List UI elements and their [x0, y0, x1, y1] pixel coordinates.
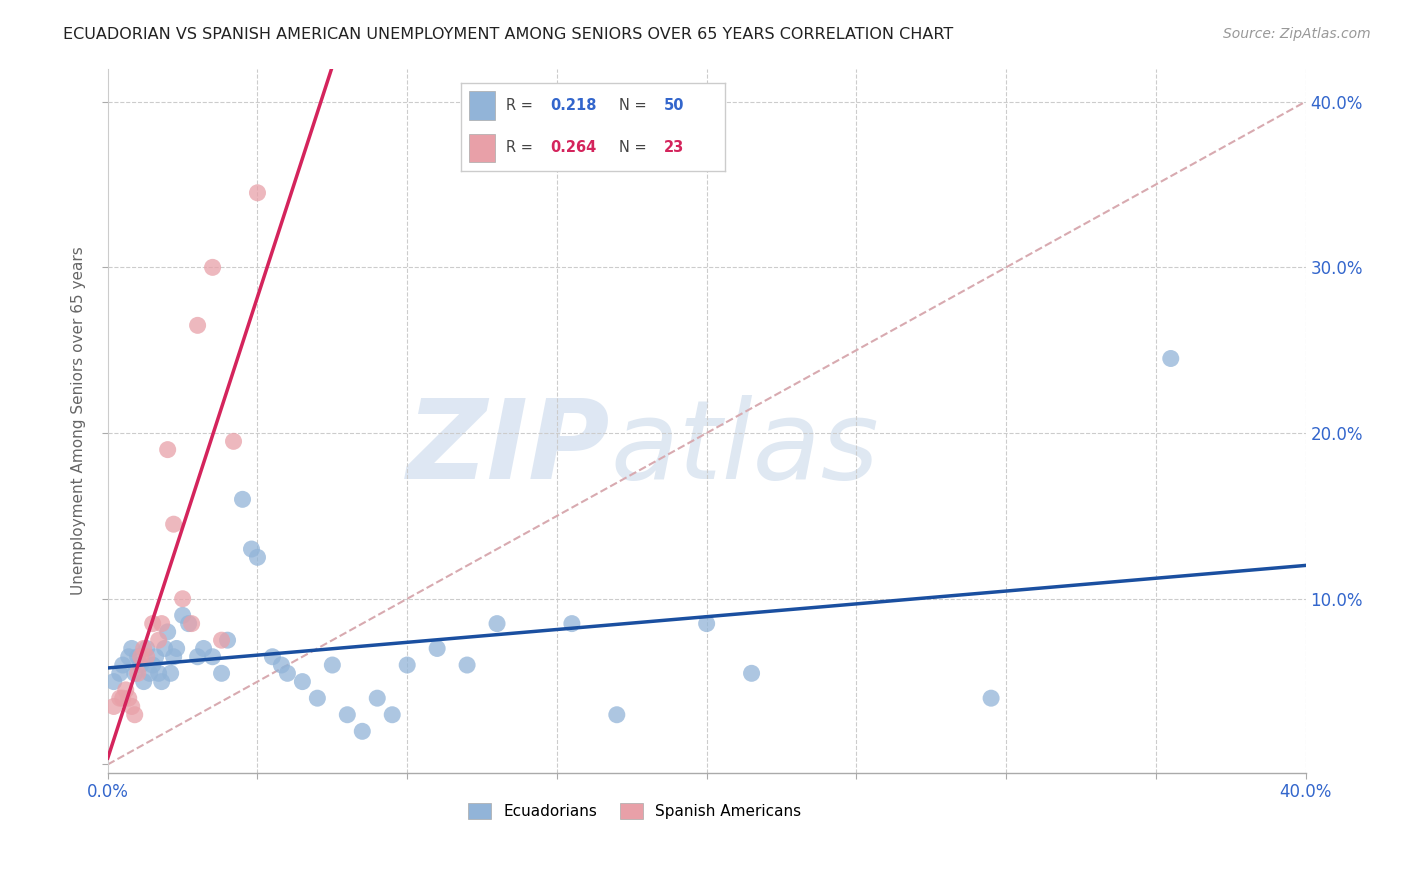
Point	[159, 666, 181, 681]
Point	[187, 318, 209, 333]
Point	[142, 658, 165, 673]
Point	[150, 616, 173, 631]
Point	[201, 649, 224, 664]
Point	[166, 641, 188, 656]
Point	[118, 649, 141, 664]
Point	[132, 641, 155, 656]
Point	[352, 724, 374, 739]
Point	[561, 616, 583, 631]
Point	[201, 260, 224, 275]
Point	[217, 633, 239, 648]
Text: ZIP: ZIP	[408, 395, 610, 502]
Point	[163, 517, 186, 532]
Text: atlas: atlas	[610, 395, 879, 502]
Point	[111, 691, 134, 706]
Point	[321, 658, 343, 673]
Point	[121, 641, 143, 656]
Text: ECUADORIAN VS SPANISH AMERICAN UNEMPLOYMENT AMONG SENIORS OVER 65 YEARS CORRELAT: ECUADORIAN VS SPANISH AMERICAN UNEMPLOYM…	[63, 27, 953, 42]
Point	[124, 707, 146, 722]
Point	[177, 616, 200, 631]
Point	[163, 649, 186, 664]
Point	[336, 707, 359, 722]
Point	[156, 442, 179, 457]
Point	[606, 707, 628, 722]
Point	[142, 616, 165, 631]
Point	[103, 674, 125, 689]
Text: Source: ZipAtlas.com: Source: ZipAtlas.com	[1223, 27, 1371, 41]
Point	[108, 666, 131, 681]
Y-axis label: Unemployment Among Seniors over 65 years: Unemployment Among Seniors over 65 years	[72, 246, 86, 595]
Point	[135, 649, 157, 664]
Point	[456, 658, 478, 673]
Point	[150, 674, 173, 689]
Point	[121, 699, 143, 714]
Point	[307, 691, 329, 706]
Point	[127, 666, 149, 681]
Point	[270, 658, 292, 673]
Point	[696, 616, 718, 631]
Point	[180, 616, 202, 631]
Point	[156, 624, 179, 639]
Point	[148, 633, 170, 648]
Point	[246, 550, 269, 565]
Point	[240, 542, 263, 557]
Point	[187, 649, 209, 664]
Point	[741, 666, 763, 681]
Point	[172, 608, 194, 623]
Point	[124, 666, 146, 681]
Point	[129, 649, 152, 664]
Point	[426, 641, 449, 656]
Point	[262, 649, 284, 664]
Point	[135, 641, 157, 656]
Point	[172, 591, 194, 606]
Point	[111, 658, 134, 673]
Point	[103, 699, 125, 714]
Point	[211, 633, 233, 648]
Point	[132, 674, 155, 689]
Point	[396, 658, 419, 673]
Point	[148, 666, 170, 681]
Point	[193, 641, 215, 656]
Point	[153, 641, 176, 656]
Legend: Ecuadorians, Spanish Americans: Ecuadorians, Spanish Americans	[463, 797, 807, 825]
Point	[222, 434, 245, 449]
Point	[129, 658, 152, 673]
Point	[127, 649, 149, 664]
Point	[276, 666, 298, 681]
Point	[980, 691, 1002, 706]
Point	[108, 691, 131, 706]
Point	[138, 666, 160, 681]
Point	[381, 707, 404, 722]
Point	[246, 186, 269, 200]
Point	[118, 691, 141, 706]
Point	[145, 649, 167, 664]
Point	[211, 666, 233, 681]
Point	[114, 682, 136, 697]
Point	[486, 616, 509, 631]
Point	[291, 674, 314, 689]
Point	[366, 691, 388, 706]
Point	[231, 492, 253, 507]
Point	[1160, 351, 1182, 366]
